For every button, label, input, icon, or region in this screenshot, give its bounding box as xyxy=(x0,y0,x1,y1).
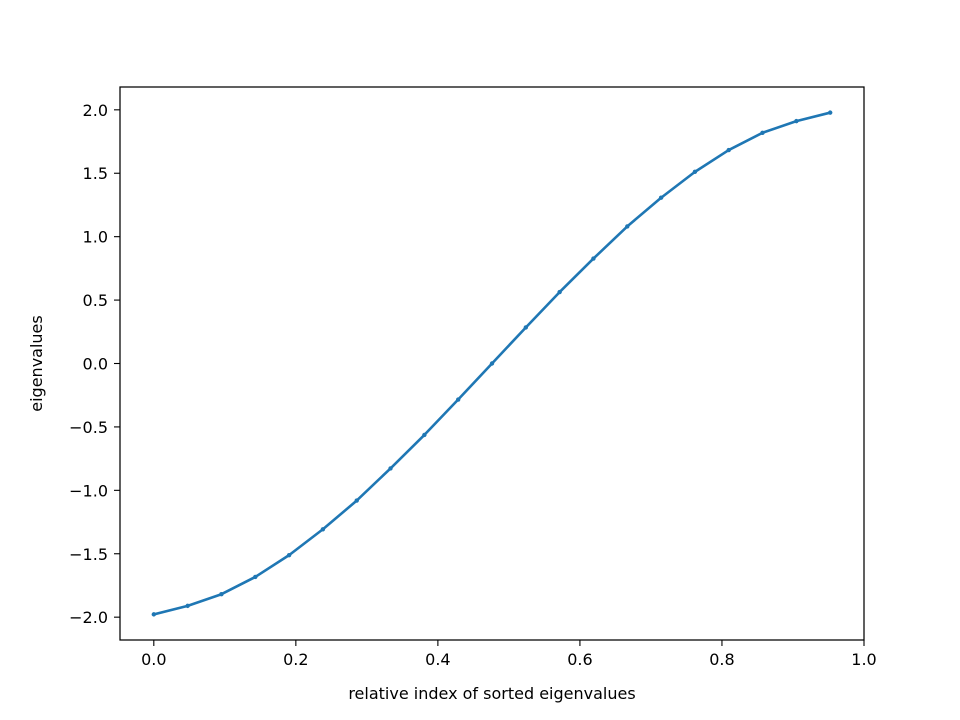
y-tick-label: −0.5 xyxy=(69,418,108,437)
data-point xyxy=(219,592,224,597)
y-tick-label: 1.0 xyxy=(83,228,108,247)
data-point xyxy=(692,169,698,175)
data-point xyxy=(827,110,833,115)
data-point xyxy=(794,118,799,124)
data-point xyxy=(591,256,596,261)
y-tick-label: −2.0 xyxy=(69,608,108,627)
y-axis: 2.0 1.5 1.0 0.5 0.0 −0.5 −1.0 −1.5 −2.0 xyxy=(69,101,120,627)
data-point xyxy=(455,397,461,402)
data-point xyxy=(286,552,292,558)
data-point xyxy=(388,466,393,471)
data-point xyxy=(625,224,630,229)
x-axis: 0.0 0.2 0.4 0.6 0.8 1.0 xyxy=(141,640,877,669)
x-tick-label: 0.2 xyxy=(283,650,308,669)
data-point xyxy=(760,130,765,135)
y-tick-label: −1.5 xyxy=(69,545,108,564)
data-point xyxy=(422,432,427,438)
data-point xyxy=(557,289,562,295)
data-point xyxy=(354,498,359,503)
x-axis-label: relative index of sorted eigenvalues xyxy=(348,684,635,703)
x-tick-label: 0.0 xyxy=(141,650,166,669)
data-point xyxy=(320,527,326,532)
x-tick-label: 0.4 xyxy=(425,650,450,669)
x-tick-label: 1.0 xyxy=(851,650,876,669)
data-point xyxy=(185,603,190,609)
data-point xyxy=(253,574,258,580)
axes-frame xyxy=(119,86,865,641)
x-tick-label: 0.6 xyxy=(567,650,592,669)
data-point xyxy=(523,325,529,330)
data-point xyxy=(151,612,157,617)
y-tick-label: 0.5 xyxy=(83,291,108,310)
plot-area xyxy=(151,110,833,617)
data-point xyxy=(726,147,731,153)
x-tick-label: 0.8 xyxy=(709,650,734,669)
data-point xyxy=(489,361,495,366)
y-axis-label: eigenvalues xyxy=(27,315,46,411)
y-tick-label: −1.0 xyxy=(69,481,108,500)
y-tick-label: 0.0 xyxy=(83,355,108,374)
y-tick-label: 2.0 xyxy=(83,101,108,120)
data-point xyxy=(658,195,664,200)
y-tick-label: 1.5 xyxy=(83,164,108,183)
